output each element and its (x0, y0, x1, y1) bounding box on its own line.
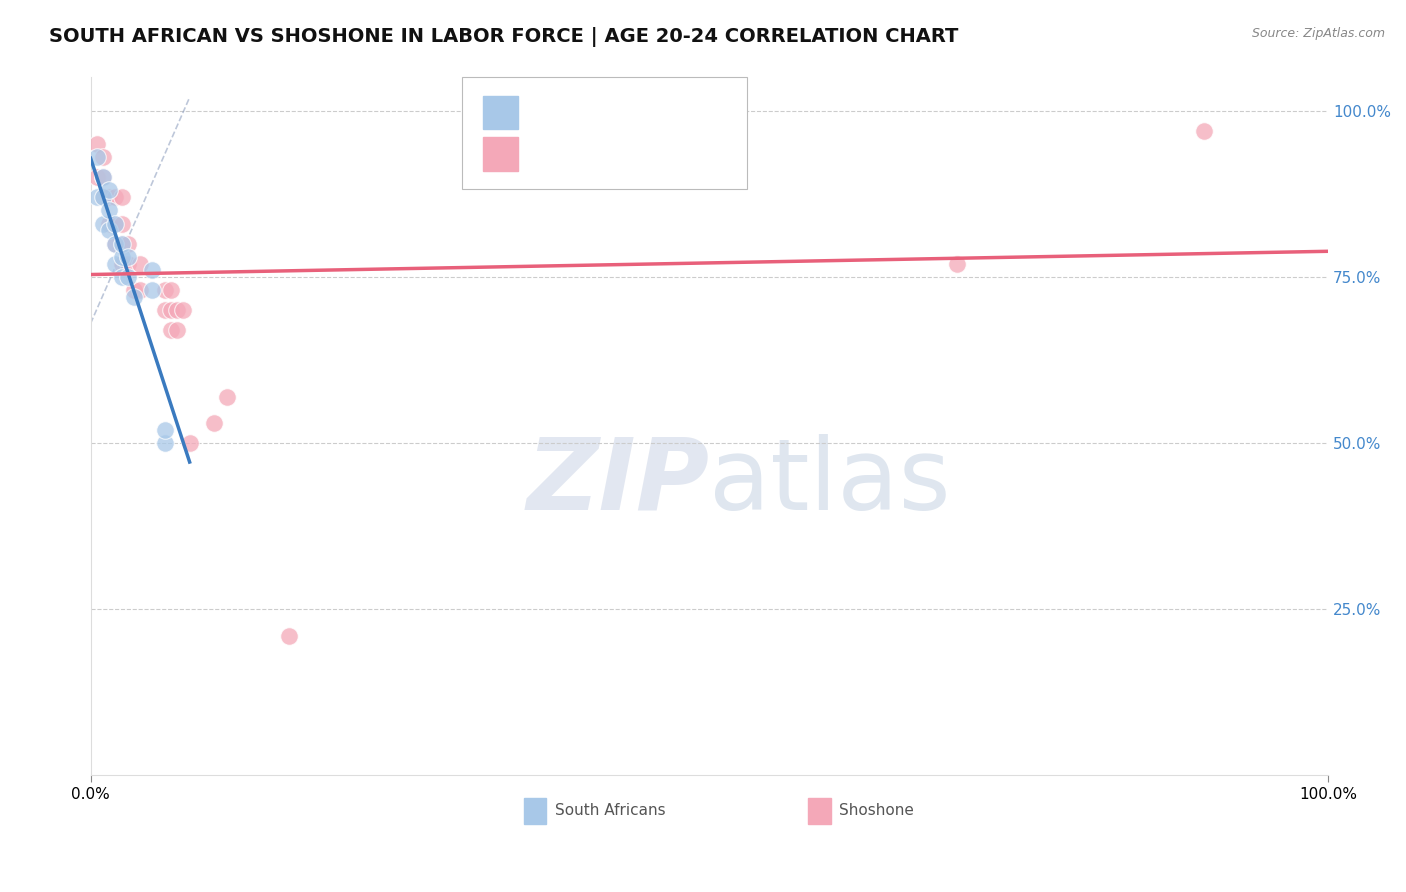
Point (91, 170, 114, 185)
Point (277, 629, 299, 643)
Bar (524, 797, 546, 824)
Bar (482, 95, 517, 129)
Point (91, 150, 114, 164)
Point (91, 170, 114, 185)
Text: ZIP: ZIP (526, 434, 710, 531)
Point (110, 269, 132, 284)
Point (129, 256, 152, 270)
Point (166, 323, 188, 337)
Point (117, 269, 139, 284)
Point (1194, 123, 1216, 137)
Text: 0.114: 0.114 (574, 145, 630, 163)
Point (91, 190, 114, 204)
Text: atlas: atlas (710, 434, 950, 531)
Point (86, 190, 108, 204)
Point (160, 283, 183, 297)
Point (98, 223, 121, 237)
Point (110, 250, 132, 264)
Point (153, 423, 176, 437)
Point (104, 217, 127, 231)
Point (104, 236, 127, 251)
Point (160, 323, 183, 337)
Point (122, 290, 145, 304)
Point (153, 283, 176, 297)
Point (141, 283, 163, 297)
Point (946, 256, 969, 270)
Point (98, 203, 121, 218)
Text: South Africans: South Africans (555, 804, 665, 819)
Text: R =: R = (533, 145, 568, 163)
Point (104, 236, 127, 251)
Text: Source: ZipAtlas.com: Source: ZipAtlas.com (1251, 27, 1385, 40)
Point (98, 190, 121, 204)
Text: 33: 33 (689, 145, 713, 163)
Text: R =: R = (533, 103, 568, 121)
Text: N =: N = (648, 103, 685, 121)
Text: Shoshone: Shoshone (839, 804, 914, 819)
Point (166, 303, 188, 318)
Point (153, 303, 176, 318)
Point (86, 136, 108, 151)
Point (86, 150, 108, 164)
Point (98, 217, 121, 231)
Point (129, 283, 152, 297)
Point (91, 190, 114, 204)
Point (104, 190, 127, 204)
Text: SOUTH AFRICAN VS SHOSHONE IN LABOR FORCE | AGE 20-24 CORRELATION CHART: SOUTH AFRICAN VS SHOSHONE IN LABOR FORCE… (49, 27, 959, 46)
Point (117, 256, 139, 270)
Point (104, 256, 127, 270)
Point (110, 190, 132, 204)
Text: 0.301: 0.301 (574, 103, 630, 121)
Point (91, 217, 114, 231)
Bar (482, 137, 517, 171)
Point (141, 263, 163, 277)
Point (110, 217, 132, 231)
Point (117, 250, 139, 264)
Point (110, 236, 132, 251)
Point (202, 416, 225, 430)
Point (215, 390, 238, 404)
Point (160, 303, 183, 318)
Bar (808, 797, 831, 824)
Point (179, 436, 201, 450)
Text: N =: N = (648, 145, 685, 163)
Point (153, 436, 176, 450)
Text: 21: 21 (689, 103, 713, 121)
Point (172, 303, 194, 318)
Point (110, 256, 132, 270)
FancyBboxPatch shape (463, 78, 747, 189)
Point (122, 283, 145, 297)
Point (98, 184, 121, 198)
Point (117, 236, 139, 251)
Point (110, 236, 132, 251)
Point (104, 217, 127, 231)
Point (86, 170, 108, 185)
